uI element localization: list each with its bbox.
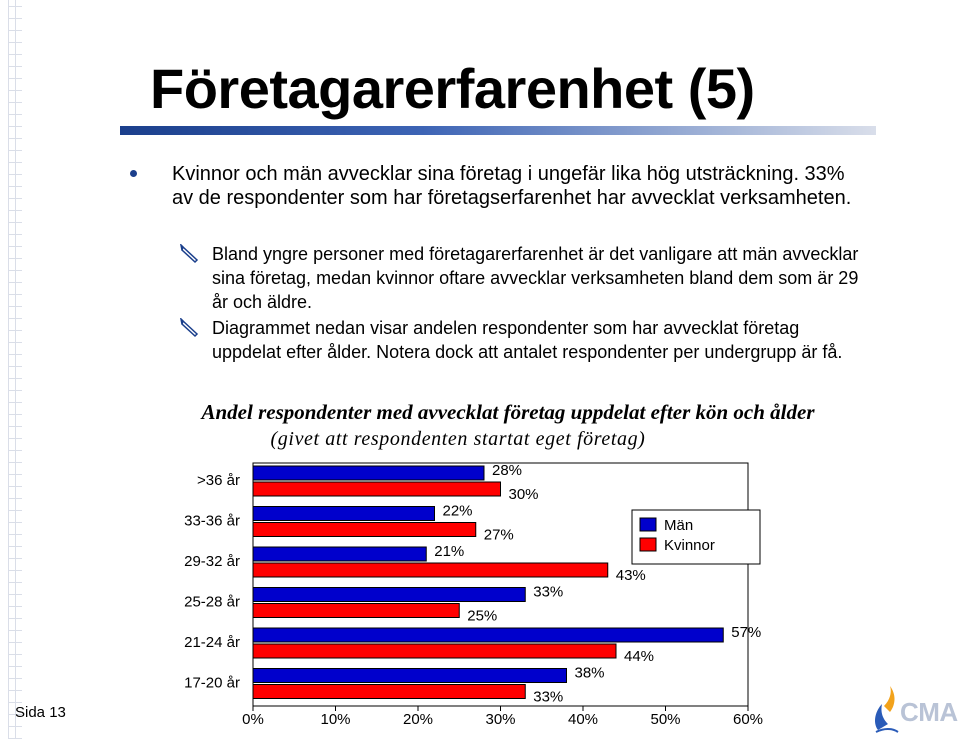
bar-kvinnor bbox=[252, 562, 609, 578]
bar-kvinnor bbox=[252, 481, 501, 497]
sub-bullet-text-1: Bland yngre personer med företagarerfare… bbox=[212, 244, 859, 312]
x-tick-label: 50% bbox=[650, 711, 680, 728]
x-tick-label: 10% bbox=[320, 711, 350, 728]
category-label: 29-32 år bbox=[184, 553, 240, 570]
chart-title: Andel respondenter med avvecklat företag… bbox=[201, 400, 815, 424]
legend-label: Män bbox=[664, 517, 693, 534]
data-label: 22% bbox=[443, 503, 473, 520]
bar-kvinnor bbox=[252, 522, 477, 537]
data-label: 25% bbox=[467, 608, 497, 625]
bar-man bbox=[252, 668, 567, 683]
title-underline bbox=[120, 126, 876, 135]
data-label: 44% bbox=[624, 648, 654, 665]
category-label: 21-24 år bbox=[184, 634, 240, 651]
data-label: 21% bbox=[434, 543, 464, 560]
chart-subtitle: (givet att respondenten startat eget för… bbox=[270, 428, 646, 450]
cma-logo-icon bbox=[875, 686, 899, 733]
bar-man bbox=[252, 546, 427, 562]
x-tick-label: 0% bbox=[242, 711, 264, 728]
bar-man bbox=[252, 587, 526, 602]
data-label: 28% bbox=[492, 462, 522, 479]
main-bullet-text: Kvinnor och män avvecklar sina företag i… bbox=[172, 163, 852, 209]
x-tick-label: 20% bbox=[403, 711, 433, 728]
decorative-grid bbox=[8, 0, 22, 739]
data-label: 43% bbox=[616, 567, 646, 584]
bar-kvinnor bbox=[252, 643, 617, 659]
bar-man bbox=[252, 465, 485, 481]
data-label: 33% bbox=[533, 689, 563, 706]
data-label: 33% bbox=[533, 584, 563, 601]
legend-swatch bbox=[639, 537, 657, 552]
data-label: 38% bbox=[575, 665, 605, 682]
data-label: 30% bbox=[509, 486, 539, 503]
x-tick-label: 30% bbox=[485, 711, 515, 728]
legend-box bbox=[631, 509, 761, 565]
bar-kvinnor bbox=[252, 603, 460, 618]
slide-title: Företagarerfarenhet (5) bbox=[150, 57, 755, 120]
bar-kvinnor bbox=[252, 684, 526, 699]
category-label: 17-20 år bbox=[184, 675, 240, 692]
pencil-bullet-icon bbox=[180, 244, 199, 264]
category-label: 33-36 år bbox=[184, 513, 240, 530]
x-tick-label: 60% bbox=[733, 711, 763, 728]
x-tick-label: 40% bbox=[568, 711, 598, 728]
logo-text: CMA bbox=[900, 697, 958, 727]
legend-swatch bbox=[639, 517, 657, 532]
category-label: >36 år bbox=[197, 472, 240, 489]
data-label: 27% bbox=[484, 527, 514, 544]
category-label: 25-28 år bbox=[184, 594, 240, 611]
page-number: Sida 13 bbox=[15, 704, 66, 721]
sub-bullet-text-2: Diagrammet nedan visar andelen responden… bbox=[212, 318, 843, 362]
bar-man bbox=[252, 506, 435, 521]
legend-label: Kvinnor bbox=[664, 537, 715, 554]
bullet-dot-icon bbox=[130, 170, 137, 177]
data-label: 57% bbox=[731, 624, 761, 641]
pencil-bullet-icon bbox=[180, 318, 199, 338]
bar-man bbox=[252, 627, 724, 643]
